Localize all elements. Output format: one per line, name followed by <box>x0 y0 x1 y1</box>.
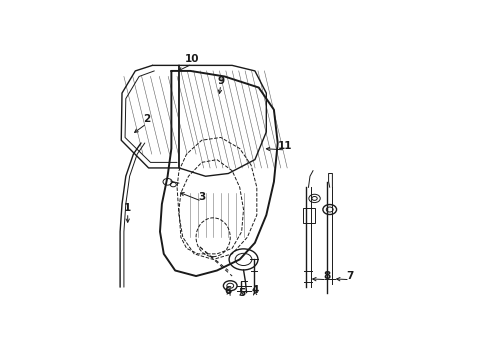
Text: 6: 6 <box>225 286 232 296</box>
Text: 11: 11 <box>278 141 293 151</box>
Text: 5: 5 <box>238 288 245 298</box>
Text: 4: 4 <box>251 285 259 295</box>
Text: 10: 10 <box>185 54 199 64</box>
Text: 1: 1 <box>124 203 131 213</box>
Text: 2: 2 <box>143 114 150 125</box>
Text: 9: 9 <box>217 76 224 86</box>
Text: 7: 7 <box>346 271 354 281</box>
Text: 8: 8 <box>323 271 331 281</box>
Text: 3: 3 <box>198 192 205 202</box>
